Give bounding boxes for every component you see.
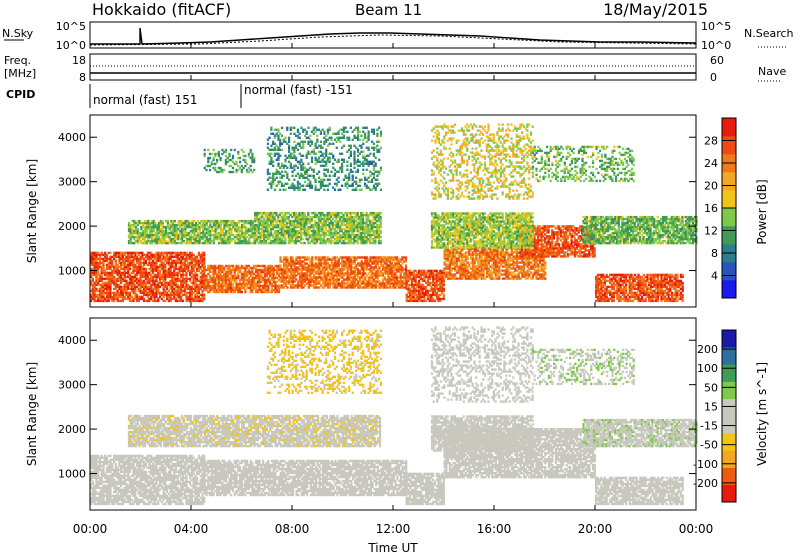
radar-summary-plot: Hokkaido (fitACF) Beam 11 18/May/2015 N.… xyxy=(0,0,800,554)
date-label: 18/May/2015 xyxy=(603,0,708,19)
power-cell-r0 xyxy=(182,300,184,302)
power-cell-r0 xyxy=(109,252,111,254)
freq-unit: [MHz] xyxy=(4,67,36,80)
noise-trace xyxy=(90,28,696,44)
power-cell-r1 xyxy=(241,291,243,293)
frequency-panel: Freq. [MHz] 18 8 60 0 Nave xyxy=(4,54,786,84)
beam-label: Beam 11 xyxy=(355,1,422,19)
power-cell-r2 xyxy=(292,256,294,258)
cpid-label: CPID xyxy=(6,88,35,101)
noise-tick-high-right: 10^5 xyxy=(701,20,731,33)
power-cell-r1 xyxy=(204,265,206,267)
freq-tick-high: 18 xyxy=(72,54,86,67)
nave-label: Nave xyxy=(758,65,786,78)
noise-tick-low: 10^0 xyxy=(56,39,86,52)
cpid-segment-2: normal (fast) -151 xyxy=(244,83,353,97)
nsearch-label: N.Search xyxy=(744,27,794,40)
plot-title: Hokkaido (fitACF) xyxy=(92,0,231,19)
noise-panel: N.Sky N.Search 10^5 10^0 10^5 10^0 xyxy=(2,20,794,52)
power-cell-r2 xyxy=(286,286,288,288)
power-cell-r2 xyxy=(279,256,281,258)
freq-tick-low: 8 xyxy=(79,71,86,84)
freq-label: Freq. xyxy=(4,54,31,67)
power-cell-r0 xyxy=(115,260,117,262)
nave-tick-high: 60 xyxy=(710,54,724,67)
power-cell-r0 xyxy=(92,278,94,280)
power-cell-r2 xyxy=(311,256,313,258)
noise-tick-high: 10^5 xyxy=(56,20,86,33)
power-cell-r2 xyxy=(279,264,281,266)
nsky-label: N.Sky xyxy=(2,27,34,40)
power-cell-r0 xyxy=(203,252,205,254)
cpid-row: CPID normal (fast) 151 normal (fast) -15… xyxy=(6,83,353,108)
nave-tick-low: 0 xyxy=(710,71,717,84)
cpid-segment-1: normal (fast) 151 xyxy=(93,93,197,107)
power-cell-r2 xyxy=(286,256,288,258)
power-cell-r0 xyxy=(203,294,205,296)
power-cell-r0 xyxy=(196,274,198,276)
power-cell-r0 xyxy=(145,268,147,270)
noise-tick-low-right: 10^0 xyxy=(701,39,731,52)
